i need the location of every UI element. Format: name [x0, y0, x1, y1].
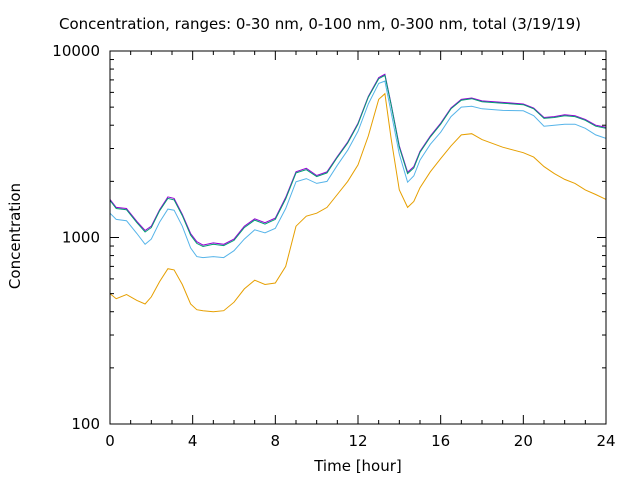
x-tick-label: 20	[514, 432, 533, 450]
x-axis-label: Time [hour]	[314, 457, 402, 475]
series-line-4	[109, 92, 607, 313]
x-tick-label: 12	[348, 432, 367, 450]
x-tick-label: 0	[105, 432, 115, 450]
y-tick-label: 1000	[62, 229, 100, 247]
y-tick-label: 100	[71, 415, 100, 433]
series-line-1	[109, 73, 607, 246]
x-tick-label: 24	[596, 432, 615, 450]
y-axis-label: Concentration	[6, 182, 24, 290]
x-tick-label: 8	[271, 432, 281, 450]
series-line-3	[109, 80, 607, 259]
series-line-2	[109, 74, 607, 248]
x-tick-label: 16	[431, 432, 450, 450]
x-tick-label: 4	[188, 432, 198, 450]
chart-title: Concentration, ranges: 0-30 nm, 0-100 nm…	[59, 15, 581, 33]
y-tick-label: 10000	[52, 42, 100, 60]
